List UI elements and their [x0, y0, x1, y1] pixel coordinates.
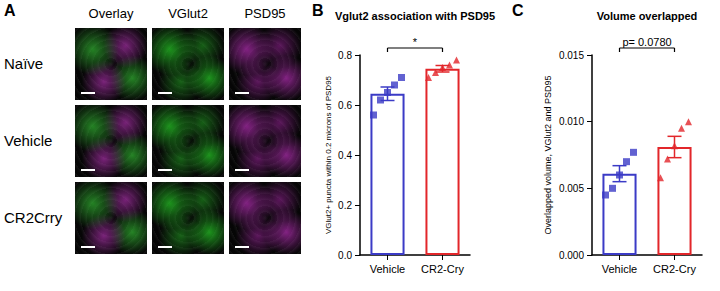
svg-text:0.015: 0.015: [559, 50, 584, 61]
svg-text:0.010: 0.010: [559, 116, 584, 127]
html-text:CR2Crry: CR2Crry: [4, 209, 63, 226]
svg-text:Vehicle: Vehicle: [370, 263, 405, 275]
html-text:VGlut2: VGlut2: [168, 6, 208, 21]
svg-text:*: *: [413, 36, 418, 48]
svg-text:CR2-Cry: CR2-Cry: [653, 263, 696, 275]
svg-text:0.005: 0.005: [559, 183, 584, 194]
html-text:Vehicle: Vehicle: [4, 132, 53, 149]
svg-text:Vehicle: Vehicle: [602, 263, 637, 275]
svg-text:B: B: [312, 2, 324, 19]
svg-text:p= 0.0780: p= 0.0780: [622, 36, 671, 48]
svg-text:C: C: [512, 2, 524, 19]
svg-text:0.6: 0.6: [338, 100, 352, 111]
html-text:Naïve: Naïve: [4, 55, 44, 72]
svg-text:0.4: 0.4: [338, 150, 352, 161]
svg-text:Vglut2 association with PSD95: Vglut2 association with PSD95: [335, 10, 495, 22]
html-text:A: A: [4, 2, 16, 19]
svg-text:0.0: 0.0: [338, 250, 352, 261]
svg-text:Volume overlapped: Volume overlapped: [597, 10, 698, 22]
svg-text:CR2-Cry: CR2-Cry: [421, 263, 464, 275]
svg-text:Overlapped volume, VGlut2 and: Overlapped volume, VGlut2 and PSD95: [543, 75, 553, 234]
svg-text:0.000: 0.000: [559, 250, 584, 261]
svg-text:0.8: 0.8: [338, 50, 352, 61]
svg-text:VGlut2+ puncta within 0.2 micr: VGlut2+ puncta within 0.2 microns of PSD…: [324, 75, 333, 234]
svg-text:0.2: 0.2: [338, 200, 352, 211]
html-text:Overlay: Overlay: [88, 6, 134, 21]
html-text:PSD95: PSD95: [244, 6, 286, 21]
